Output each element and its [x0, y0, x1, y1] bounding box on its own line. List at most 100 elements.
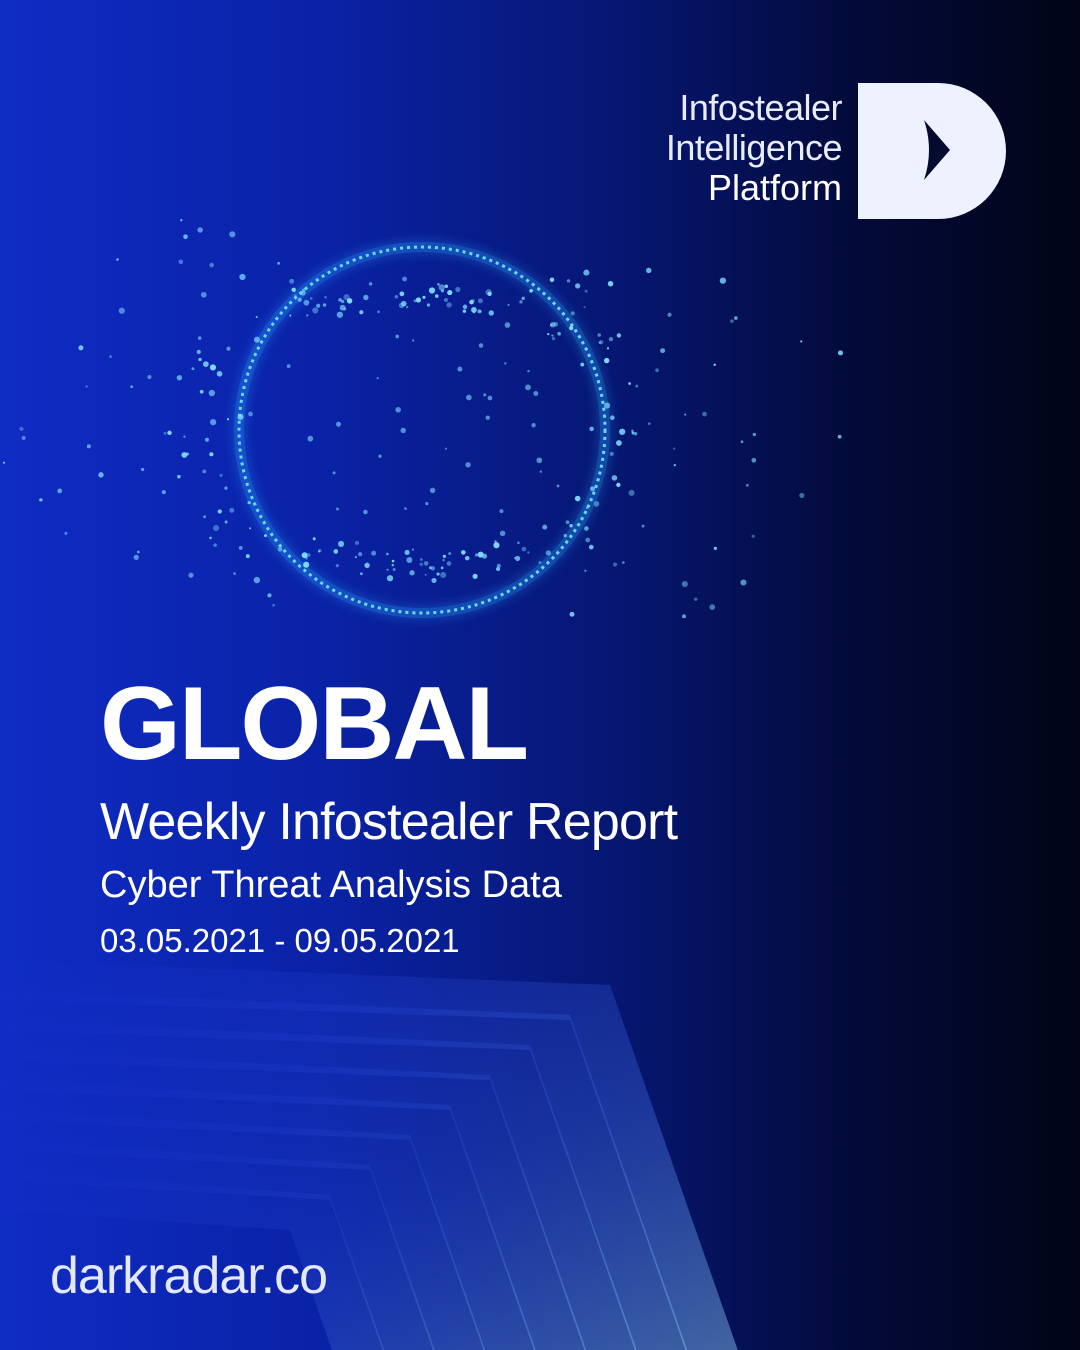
particle — [253, 576, 261, 584]
particle — [307, 435, 314, 442]
particle — [472, 310, 476, 314]
particle — [437, 283, 440, 286]
particle — [205, 437, 209, 442]
particle — [479, 310, 482, 313]
particle — [545, 550, 552, 556]
particle — [465, 394, 472, 401]
particle — [304, 556, 309, 560]
particle — [21, 435, 26, 440]
particle — [474, 553, 479, 557]
particle — [551, 334, 554, 337]
website-link[interactable]: darkradar.co — [50, 1247, 328, 1305]
report-tagline: Cyber Threat Analysis Data — [100, 864, 562, 906]
particle — [713, 546, 717, 550]
particle — [312, 307, 319, 314]
particle — [406, 557, 413, 564]
particle — [2, 461, 6, 464]
particle — [431, 577, 437, 584]
particle — [800, 340, 803, 343]
particle — [423, 561, 429, 566]
particle — [628, 489, 635, 496]
particle — [277, 546, 283, 552]
particle — [191, 367, 195, 371]
chevron-stripes-decoration — [0, 960, 738, 1350]
particle — [442, 554, 447, 559]
particle — [216, 370, 223, 377]
particle — [391, 563, 395, 567]
particle — [224, 486, 228, 490]
particle — [610, 415, 615, 421]
particle — [57, 488, 63, 494]
particle — [487, 291, 492, 296]
particle — [440, 571, 447, 579]
particle — [799, 492, 805, 499]
particle — [197, 227, 203, 233]
particle — [363, 509, 368, 515]
particle — [413, 299, 417, 303]
particle — [19, 426, 24, 431]
particle — [493, 542, 500, 549]
particle — [655, 368, 659, 373]
particle — [641, 524, 645, 528]
particle — [525, 384, 531, 391]
particle — [585, 537, 591, 543]
particle — [364, 562, 370, 569]
particle — [507, 303, 510, 307]
particle — [409, 570, 415, 576]
particle — [429, 487, 436, 494]
particle — [400, 427, 406, 434]
particle — [599, 340, 604, 345]
particle — [477, 298, 483, 304]
chevron-stripe — [0, 1170, 385, 1350]
particle — [462, 304, 468, 310]
particle — [504, 362, 507, 365]
particle — [338, 540, 345, 547]
particle — [386, 568, 389, 572]
particle — [499, 530, 506, 537]
particle — [681, 580, 688, 588]
particle — [167, 430, 172, 436]
particle — [611, 475, 618, 481]
particle — [386, 552, 389, 556]
particle — [515, 555, 521, 562]
particle — [590, 486, 596, 492]
particle — [398, 302, 405, 309]
particle — [549, 277, 555, 283]
particle — [213, 524, 220, 532]
particle — [647, 422, 651, 425]
particle — [324, 295, 327, 299]
particle — [488, 310, 494, 316]
particle — [147, 374, 152, 380]
particle — [177, 474, 181, 479]
particle — [455, 286, 461, 293]
particle — [585, 506, 589, 510]
particle — [253, 336, 260, 343]
particle — [378, 454, 382, 458]
particle — [590, 486, 594, 490]
particle — [633, 432, 638, 436]
particle — [176, 375, 183, 381]
particle — [394, 295, 399, 299]
particle — [226, 346, 231, 351]
particle — [78, 345, 84, 351]
particle — [249, 527, 252, 530]
particle — [496, 567, 501, 571]
particle — [255, 316, 258, 319]
particle — [306, 314, 309, 317]
brand-text: Infostealer Intelligence Platform — [666, 88, 843, 208]
particle — [583, 269, 590, 276]
particle — [440, 566, 444, 570]
particle — [395, 407, 401, 413]
particle — [751, 457, 757, 463]
particle — [185, 452, 189, 456]
particle — [521, 546, 527, 552]
particle — [247, 501, 251, 505]
particle — [745, 483, 749, 487]
particle — [569, 524, 573, 528]
particle — [547, 332, 550, 336]
particle — [469, 299, 474, 305]
particle — [607, 280, 614, 287]
particle — [752, 432, 757, 437]
particle — [485, 415, 490, 420]
particle — [485, 289, 492, 296]
